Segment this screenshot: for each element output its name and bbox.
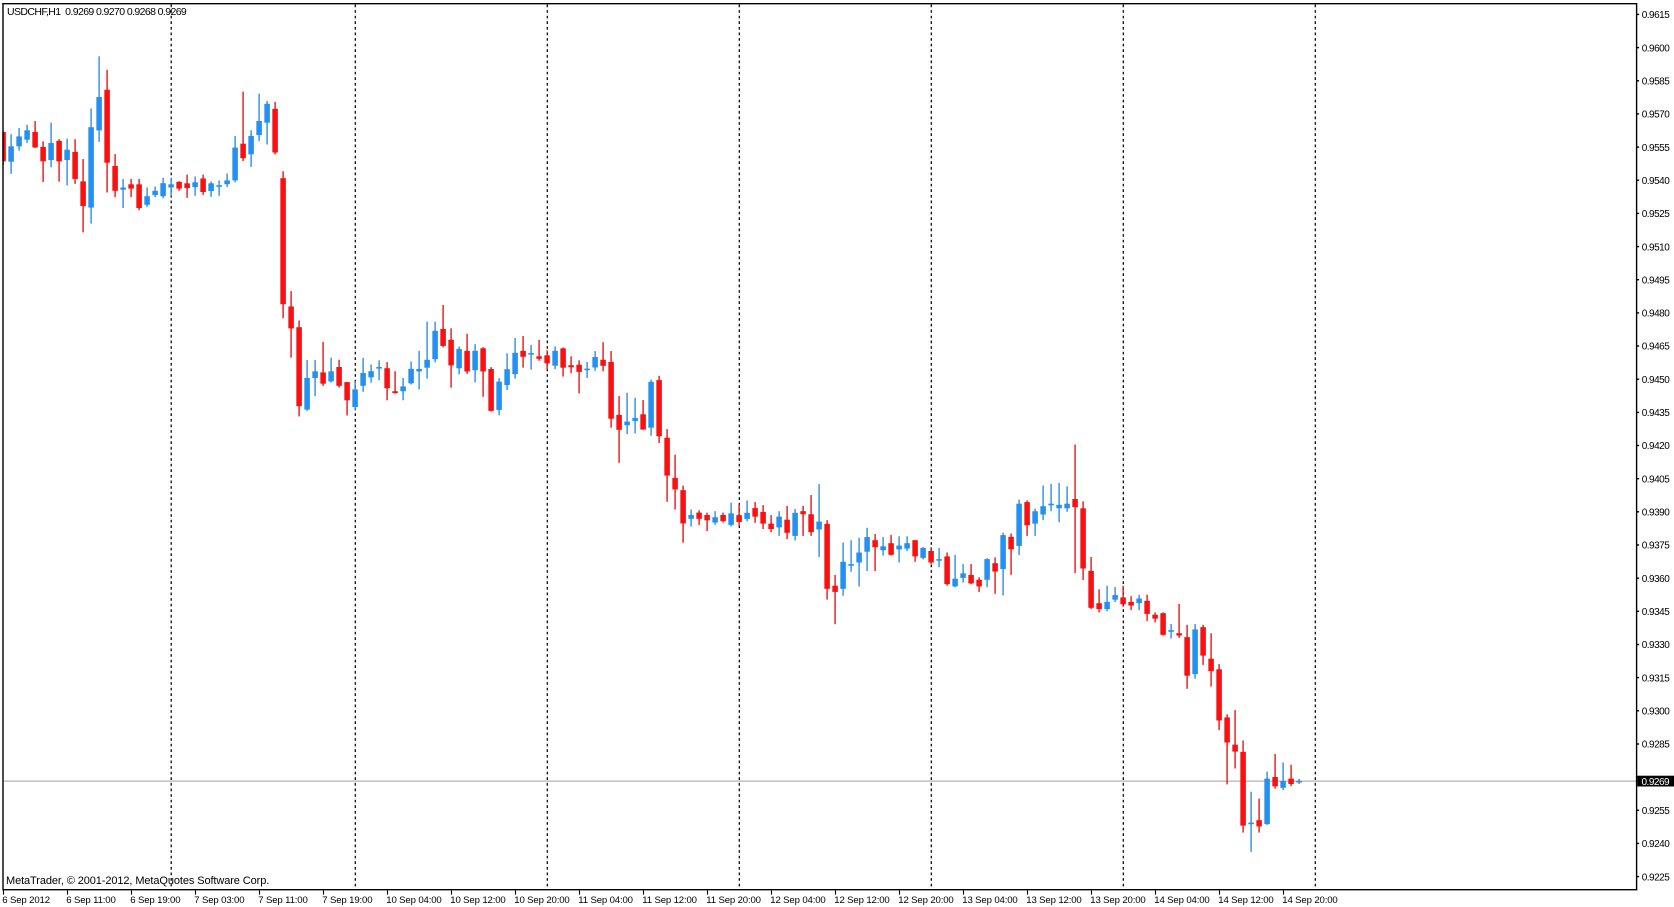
svg-text:USDCHF,H1 0.9269 0.9270 0.926: USDCHF,H1 0.9269 0.9270 0.9268 0.9269 — [7, 6, 187, 18]
svg-text:14 Sep 12:00: 14 Sep 12:00 — [1218, 895, 1273, 906]
svg-text:0.9285: 0.9285 — [1642, 740, 1671, 751]
svg-text:12 Sep 12:00: 12 Sep 12:00 — [834, 895, 889, 906]
svg-text:10 Sep 04:00: 10 Sep 04:00 — [386, 895, 441, 906]
svg-text:11 Sep 04:00: 11 Sep 04:00 — [578, 895, 633, 906]
svg-text:13 Sep 20:00: 13 Sep 20:00 — [1090, 895, 1145, 906]
svg-text:7 Sep 11:00: 7 Sep 11:00 — [258, 895, 307, 906]
svg-text:0.9255: 0.9255 — [1642, 806, 1671, 817]
svg-text:0.9450: 0.9450 — [1642, 375, 1671, 386]
svg-text:11 Sep 12:00: 11 Sep 12:00 — [642, 895, 697, 906]
svg-text:6 Sep 11:00: 6 Sep 11:00 — [66, 895, 115, 906]
svg-text:0.9330: 0.9330 — [1642, 640, 1671, 651]
svg-text:0.9600: 0.9600 — [1642, 43, 1671, 54]
svg-text:6 Sep 2012: 6 Sep 2012 — [2, 895, 50, 906]
svg-text:0.9390: 0.9390 — [1642, 508, 1671, 519]
svg-text:0.9315: 0.9315 — [1642, 673, 1671, 684]
svg-text:13 Sep 12:00: 13 Sep 12:00 — [1026, 895, 1081, 906]
svg-text:0.9420: 0.9420 — [1642, 441, 1671, 452]
svg-text:0.9375: 0.9375 — [1642, 541, 1671, 552]
svg-text:0.9540: 0.9540 — [1642, 176, 1671, 187]
svg-text:12 Sep 20:00: 12 Sep 20:00 — [898, 895, 953, 906]
svg-text:0.9585: 0.9585 — [1642, 77, 1671, 88]
svg-text:6 Sep 19:00: 6 Sep 19:00 — [130, 895, 180, 906]
svg-text:0.9555: 0.9555 — [1642, 143, 1671, 154]
svg-text:10 Sep 12:00: 10 Sep 12:00 — [450, 895, 505, 906]
svg-text:0.9269: 0.9269 — [1642, 777, 1671, 788]
svg-text:10 Sep 20:00: 10 Sep 20:00 — [514, 895, 569, 906]
svg-text:14 Sep 04:00: 14 Sep 04:00 — [1154, 895, 1209, 906]
svg-text:0.9615: 0.9615 — [1642, 10, 1671, 21]
svg-text:0.9435: 0.9435 — [1642, 408, 1671, 419]
svg-text:0.9480: 0.9480 — [1642, 309, 1671, 320]
svg-text:0.9510: 0.9510 — [1642, 242, 1671, 253]
svg-text:0.9495: 0.9495 — [1642, 275, 1671, 286]
svg-text:MetaTrader, © 2001-2012, MetaQ: MetaTrader, © 2001-2012, MetaQuotes Soft… — [6, 875, 269, 887]
svg-text:0.9345: 0.9345 — [1642, 607, 1671, 618]
svg-text:0.9465: 0.9465 — [1642, 342, 1671, 353]
svg-text:13 Sep 04:00: 13 Sep 04:00 — [962, 895, 1017, 906]
svg-text:0.9525: 0.9525 — [1642, 209, 1671, 220]
svg-text:7 Sep 03:00: 7 Sep 03:00 — [194, 895, 244, 906]
svg-text:0.9300: 0.9300 — [1642, 707, 1671, 718]
svg-text:11 Sep 20:00: 11 Sep 20:00 — [706, 895, 761, 906]
svg-text:14 Sep 20:00: 14 Sep 20:00 — [1282, 895, 1337, 906]
svg-text:7 Sep 19:00: 7 Sep 19:00 — [322, 895, 372, 906]
svg-text:0.9240: 0.9240 — [1642, 839, 1671, 850]
svg-text:0.9360: 0.9360 — [1642, 574, 1671, 585]
svg-text:0.9570: 0.9570 — [1642, 110, 1671, 121]
svg-text:0.9405: 0.9405 — [1642, 474, 1671, 485]
svg-text:0.9225: 0.9225 — [1642, 872, 1671, 883]
svg-text:12 Sep 04:00: 12 Sep 04:00 — [770, 895, 825, 906]
